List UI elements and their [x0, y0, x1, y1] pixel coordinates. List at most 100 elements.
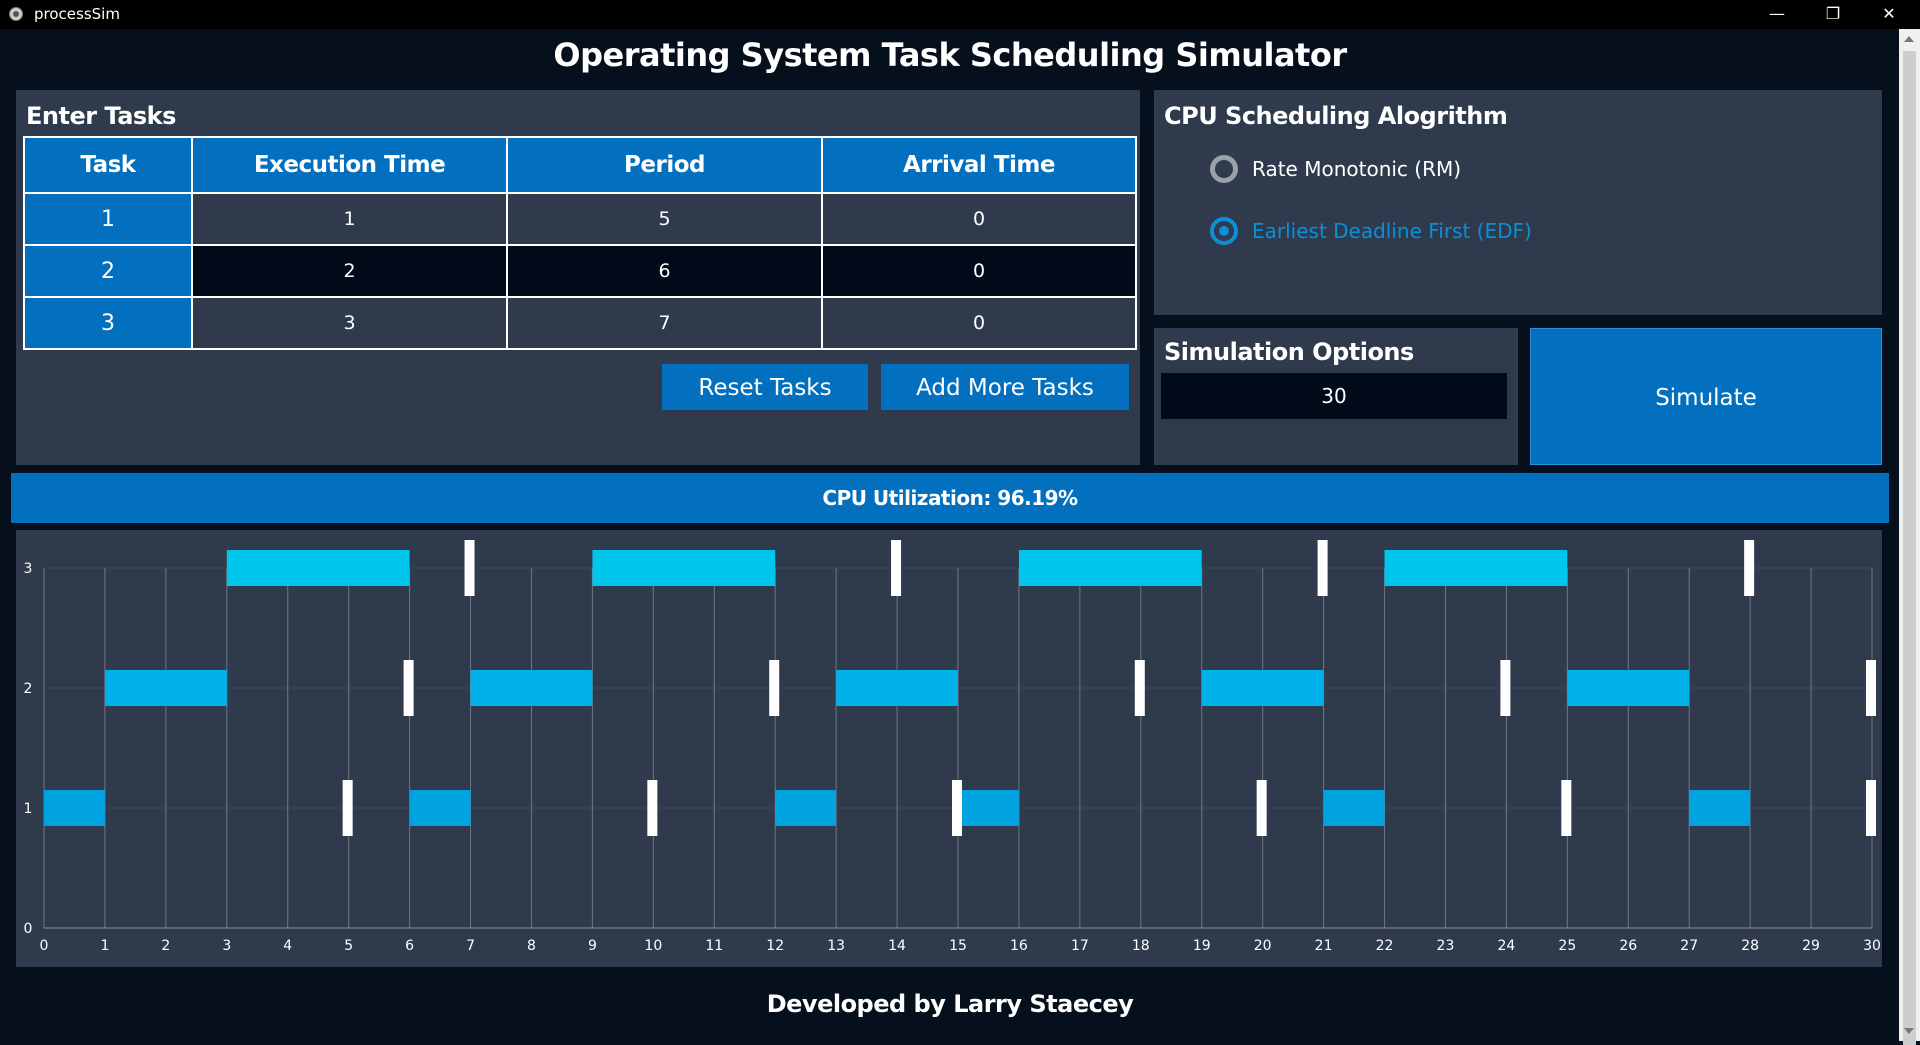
arrival-time-cell[interactable]: 0	[821, 192, 1137, 246]
task-2-deadline-marker	[769, 660, 780, 716]
x-tick-label: 29	[1802, 938, 1820, 954]
task-3-deadline-marker	[891, 540, 902, 596]
task-1-execution-bar	[44, 790, 105, 826]
add-more-tasks-button[interactable]: Add More Tasks	[881, 364, 1129, 410]
x-tick-label: 28	[1741, 938, 1759, 954]
execution-time-cell[interactable]: 1	[191, 192, 508, 246]
cpu-utilization-banner: CPU Utilization: 96.19%	[11, 473, 1889, 523]
x-tick-label: 12	[766, 938, 784, 954]
y-tick-label: 3	[24, 561, 33, 577]
task-2-deadline-marker	[1134, 660, 1145, 716]
x-tick-label: 1	[100, 938, 109, 954]
scroll-up-icon[interactable]	[1904, 36, 1914, 42]
simulation-options-title: Simulation Options	[1164, 338, 1414, 366]
task-2-execution-bar	[470, 670, 593, 706]
x-tick-label: 16	[1010, 938, 1028, 954]
x-tick-label: 24	[1497, 938, 1515, 954]
x-tick-label: 27	[1680, 938, 1698, 954]
x-tick-label: 26	[1619, 938, 1637, 954]
y-tick-label: 0	[24, 921, 33, 937]
radio-checked-icon[interactable]	[1210, 217, 1238, 245]
execution-time-cell[interactable]: 3	[191, 296, 508, 350]
column-header-arrival-time: Arrival Time	[821, 136, 1137, 194]
scroll-down-icon[interactable]	[1904, 1028, 1914, 1034]
schedule-chart-panel: 0 1 2 3 4 5 6 7 8 9 10 11 12 13 14 15 16 17 18 19 20 21 22 23 24…	[16, 530, 1882, 967]
simulation-options-panel: Simulation Options	[1154, 328, 1518, 465]
y-tick-label: 1	[24, 801, 33, 817]
x-tick-label: 2	[161, 938, 170, 954]
x-tick-label: 0	[40, 938, 49, 954]
app-icon	[9, 7, 23, 21]
footer-credit: Developed by Larry Staecey	[766, 990, 1134, 1018]
vertical-scrollbar[interactable]	[1899, 29, 1920, 1045]
simulate-button[interactable]: Simulate	[1530, 328, 1882, 465]
radio-label-edf[interactable]: Earliest Deadline First (EDF)	[1252, 219, 1532, 243]
task-1-deadline-marker	[1256, 780, 1267, 836]
task-id-cell: 1	[23, 192, 193, 246]
x-tick-label: 10	[644, 938, 662, 954]
period-cell[interactable]: 6	[506, 244, 823, 298]
scheduling-panel: CPU Scheduling Alogrithm Rate Monotonic …	[1154, 90, 1882, 315]
scrollbar-thumb[interactable]	[1903, 51, 1916, 1045]
task-3-execution-bar	[226, 550, 410, 586]
x-tick-label: 5	[344, 938, 353, 954]
period-cell[interactable]: 5	[506, 192, 823, 246]
x-tick-label: 4	[283, 938, 292, 954]
task-3-execution-bar	[592, 550, 776, 586]
task-1-deadline-marker	[952, 780, 962, 836]
x-tick-label: 17	[1071, 938, 1089, 954]
reset-tasks-button[interactable]: Reset Tasks	[662, 364, 868, 410]
task-1-deadline-marker	[342, 780, 353, 836]
window-titlebar: processSim — ❐ ✕	[0, 0, 1920, 29]
radio-unchecked-icon[interactable]	[1210, 155, 1238, 183]
x-tick-label: 25	[1558, 938, 1576, 954]
table-row: 2 2 6 0	[23, 244, 1137, 298]
task-1-execution-bar	[958, 790, 1019, 826]
x-tick-label: 13	[827, 938, 845, 954]
period-cell[interactable]: 7	[506, 296, 823, 350]
column-header-task: Task	[23, 136, 193, 194]
task-3-deadline-marker	[1317, 540, 1328, 596]
x-tick-label: 8	[527, 938, 536, 954]
column-header-execution-time: Execution Time	[191, 136, 508, 194]
task-1-execution-bar	[775, 790, 837, 826]
task-2-execution-bar	[104, 670, 227, 706]
arrival-time-cell[interactable]: 0	[821, 244, 1137, 298]
task-3-execution-bar	[1384, 550, 1568, 586]
task-1-execution-bar	[409, 790, 471, 826]
scheduling-panel-title: CPU Scheduling Alogrithm	[1164, 102, 1508, 130]
task-2-execution-bar	[1567, 670, 1690, 706]
task-3-deadline-marker	[464, 540, 475, 596]
task-table-header: Task Execution Time Period Arrival Time	[23, 136, 1137, 194]
x-tick-label: 11	[705, 938, 723, 954]
x-tick-label: 23	[1437, 938, 1455, 954]
task-2-deadline-marker	[403, 660, 414, 716]
restore-icon[interactable]: ❐	[1825, 4, 1841, 23]
x-tick-label: 9	[588, 938, 597, 954]
x-tick-label: 21	[1315, 938, 1333, 954]
y-tick-label: 2	[24, 681, 33, 697]
page-title: Operating System Task Scheduling Simulat…	[553, 36, 1347, 74]
close-icon[interactable]: ✕	[1882, 4, 1896, 23]
x-tick-label: 30	[1863, 938, 1881, 954]
arrival-time-cell[interactable]: 0	[821, 296, 1137, 350]
x-tick-label: 7	[466, 938, 475, 954]
simulation-duration-input[interactable]	[1161, 373, 1507, 419]
x-tick-label: 6	[405, 938, 414, 954]
x-tick-label: 15	[949, 938, 967, 954]
tasks-panel-title: Enter Tasks	[26, 102, 176, 130]
execution-time-cell[interactable]: 2	[191, 244, 508, 298]
table-row: 1 1 5 0	[23, 192, 1137, 246]
x-tick-label: 20	[1254, 938, 1272, 954]
task-2-execution-bar	[836, 670, 958, 706]
task-1-deadline-marker	[1561, 780, 1572, 836]
task-2-deadline-marker	[1500, 660, 1511, 716]
task-2-deadline-marker	[1866, 660, 1876, 716]
radio-label-rm[interactable]: Rate Monotonic (RM)	[1252, 157, 1462, 181]
task-1-execution-bar	[1323, 790, 1385, 826]
x-tick-label: 22	[1376, 938, 1394, 954]
tasks-panel: Enter Tasks Task Execution Time Period A…	[16, 90, 1140, 465]
column-header-period: Period	[506, 136, 823, 194]
x-tick-label: 14	[888, 938, 906, 954]
minimize-icon[interactable]: —	[1769, 4, 1785, 23]
